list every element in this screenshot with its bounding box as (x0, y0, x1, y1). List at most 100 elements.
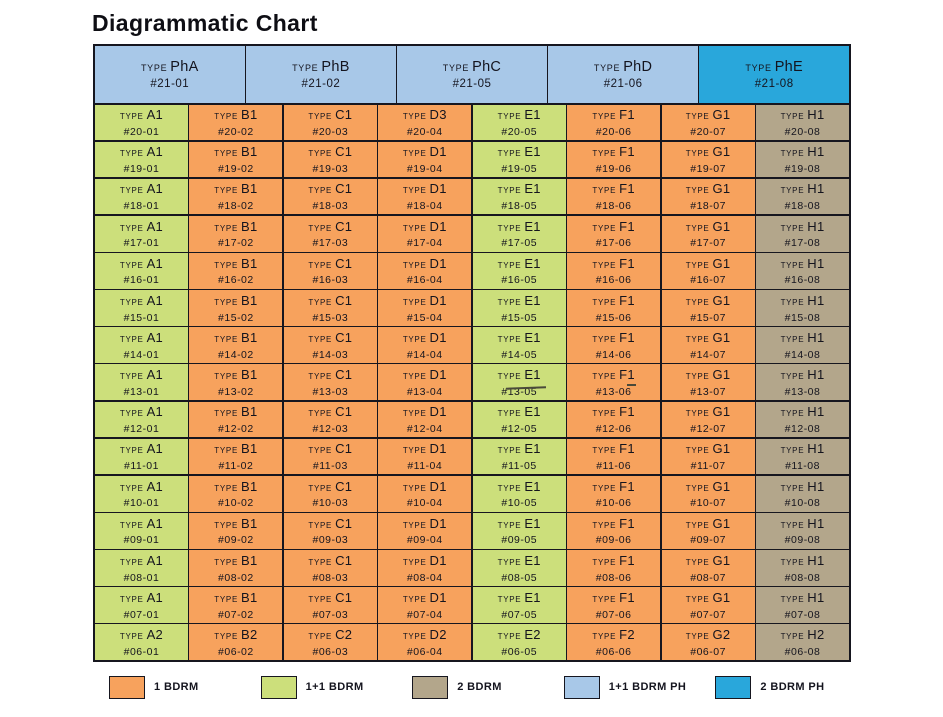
type-prefix-label: TYPE (685, 409, 710, 419)
unit-number-label: #15-01 (123, 311, 160, 324)
unit-number-label: #06-01 (123, 645, 160, 658)
unit-type-label: C1 (335, 218, 353, 234)
unit-cell: TYPE C1 #08-03 (283, 550, 377, 586)
unit-type-label: A1 (146, 255, 164, 271)
legend-label: 1+1 BDRM PH (608, 681, 687, 693)
unit-cell: TYPE A2 #06-01 (95, 624, 188, 661)
unit-number-label: #15-07 (690, 311, 726, 324)
unit-number-label: #12-07 (690, 423, 726, 436)
unit-number-label: #10-06 (595, 497, 632, 510)
unit-type-label: D1 (429, 367, 447, 383)
unit-number-label: #19-04 (406, 163, 443, 176)
unit-number-label: #08-03 (312, 571, 349, 584)
unit-number-label: #11-08 (785, 460, 820, 473)
type-prefix-label: TYPE (214, 446, 238, 456)
type-prefix-label: TYPE (308, 483, 333, 493)
unit-number-label: #19-03 (312, 163, 349, 176)
type-prefix-label: TYPE (685, 594, 710, 604)
unit-cell: TYPE H1 #15-08 (756, 290, 849, 326)
unit-number-label: #07-05 (501, 608, 538, 621)
floor-row: TYPE A1 #20-01 TYPE B1 #20-02 TYPE C1 #20-03 TYPE… (95, 104, 849, 141)
unit-number-label: #18-04 (406, 200, 443, 213)
unit-type-label: C1 (335, 441, 353, 457)
unit-type-label: D1 (429, 552, 447, 568)
legend-swatch (412, 675, 449, 699)
type-prefix-label: TYPE (402, 297, 427, 307)
unit-number-label: #07-06 (595, 608, 632, 621)
unit-number-label: #07-04 (406, 608, 443, 621)
unit-cell: TYPE F1 #19-06 (567, 141, 661, 178)
type-prefix-label: TYPE (685, 334, 710, 344)
unit-type-label: G1 (712, 218, 731, 234)
unit-type-label: F1 (619, 329, 635, 345)
unit-type-label: G1 (712, 515, 731, 531)
unit-number-label: #14-08 (784, 348, 821, 361)
unit-type-label: C1 (335, 404, 353, 420)
legend-label: 1+1 BDRM (305, 681, 364, 693)
unit-number-label: #12-02 (218, 423, 254, 436)
type-prefix-label: TYPE (497, 260, 522, 270)
unit-number-label: #14-03 (312, 348, 349, 361)
type-prefix-label: TYPE (308, 334, 333, 344)
unit-number-label: #10-08 (784, 497, 821, 510)
unit-cell: TYPE A1 #12-01 (95, 401, 188, 438)
type-prefix-label: TYPE (214, 557, 238, 567)
unit-number-label: #09-04 (406, 534, 443, 547)
unit-cell: TYPE D1 #11-04 (378, 438, 472, 475)
type-prefix-label: TYPE (685, 186, 710, 196)
type-prefix-label: TYPE (292, 62, 319, 73)
unit-type-label: E1 (524, 589, 541, 605)
unit-number-label: #18-02 (218, 200, 254, 213)
unit-cell: TYPE G1 #13-07 (661, 364, 755, 401)
unit-number-label: #17-04 (406, 237, 443, 250)
unit-number-label: #15-05 (501, 311, 538, 324)
unit-number-label: #07-01 (123, 608, 160, 621)
unit-type-label: E1 (524, 441, 541, 457)
type-prefix-label: TYPE (497, 372, 522, 382)
unit-number-label: #19-06 (595, 163, 632, 176)
unit-type-label: B2 (241, 627, 258, 643)
unit-cell: TYPE D1 #15-04 (378, 290, 472, 326)
unit-cell: TYPE C1 #13-03 (283, 364, 377, 401)
type-prefix-label: TYPE (780, 149, 805, 159)
type-prefix-label: TYPE (780, 223, 805, 233)
unit-number-label: #20-06 (595, 125, 632, 138)
unit-cell: TYPE B1 #09-02 (189, 513, 283, 549)
unit-type-label: D1 (429, 292, 447, 308)
unit-number-label: #08-05 (501, 571, 538, 584)
unit-number-label: #11-01 (124, 460, 159, 473)
unit-cell: TYPE G1 #14-07 (661, 327, 755, 363)
unit-number-label: #17-06 (595, 237, 632, 250)
type-prefix-label: TYPE (685, 557, 710, 567)
type-prefix-label: TYPE (214, 520, 238, 530)
unit-type-label: E1 (524, 329, 541, 345)
unit-type-label: F1 (619, 218, 635, 234)
floor-row: TYPE A1 #11-01 TYPE B1 #11-02 TYPE C1 #11-03 TYPE… (95, 438, 849, 475)
type-prefix-label: TYPE (592, 112, 617, 122)
unit-cell: TYPE B1 #15-02 (189, 290, 283, 326)
unit-cell: TYPE D1 #10-04 (378, 475, 472, 512)
unit-number-label: #14-02 (218, 348, 254, 361)
unit-number-label: #15-03 (312, 311, 349, 324)
type-prefix-label: TYPE (497, 446, 522, 456)
unit-cell: TYPE E1 #11-05 (472, 438, 566, 475)
type-prefix-label: TYPE (119, 557, 144, 567)
penthouse-cell: TYPE PhB #21-02 (246, 46, 396, 103)
unit-cell: TYPE E1 #09-05 (472, 513, 566, 549)
unit-number-label: #18-06 (595, 200, 632, 213)
unit-type-label: F1 (619, 404, 635, 420)
unit-cell: TYPE A1 #18-01 (95, 178, 188, 215)
unit-cell: TYPE G1 #08-07 (661, 550, 755, 586)
unit-cell: TYPE G1 #09-07 (661, 513, 755, 549)
unit-cell: TYPE C1 #17-03 (283, 215, 377, 252)
unit-number-label: #20-03 (312, 125, 349, 138)
unit-number-label: #12-04 (406, 423, 443, 436)
unit-number-label: #08-01 (123, 571, 160, 584)
unit-cell: TYPE D1 #17-04 (378, 215, 472, 252)
unit-number-label: #16-06 (595, 274, 632, 287)
unit-cell: TYPE C1 #20-03 (283, 104, 377, 141)
unit-cell: TYPE B1 #10-02 (189, 475, 283, 512)
unit-number-label: #16-02 (218, 274, 254, 287)
type-prefix-label: TYPE (592, 632, 617, 642)
unit-cell: TYPE F2 #06-06 (567, 624, 661, 661)
